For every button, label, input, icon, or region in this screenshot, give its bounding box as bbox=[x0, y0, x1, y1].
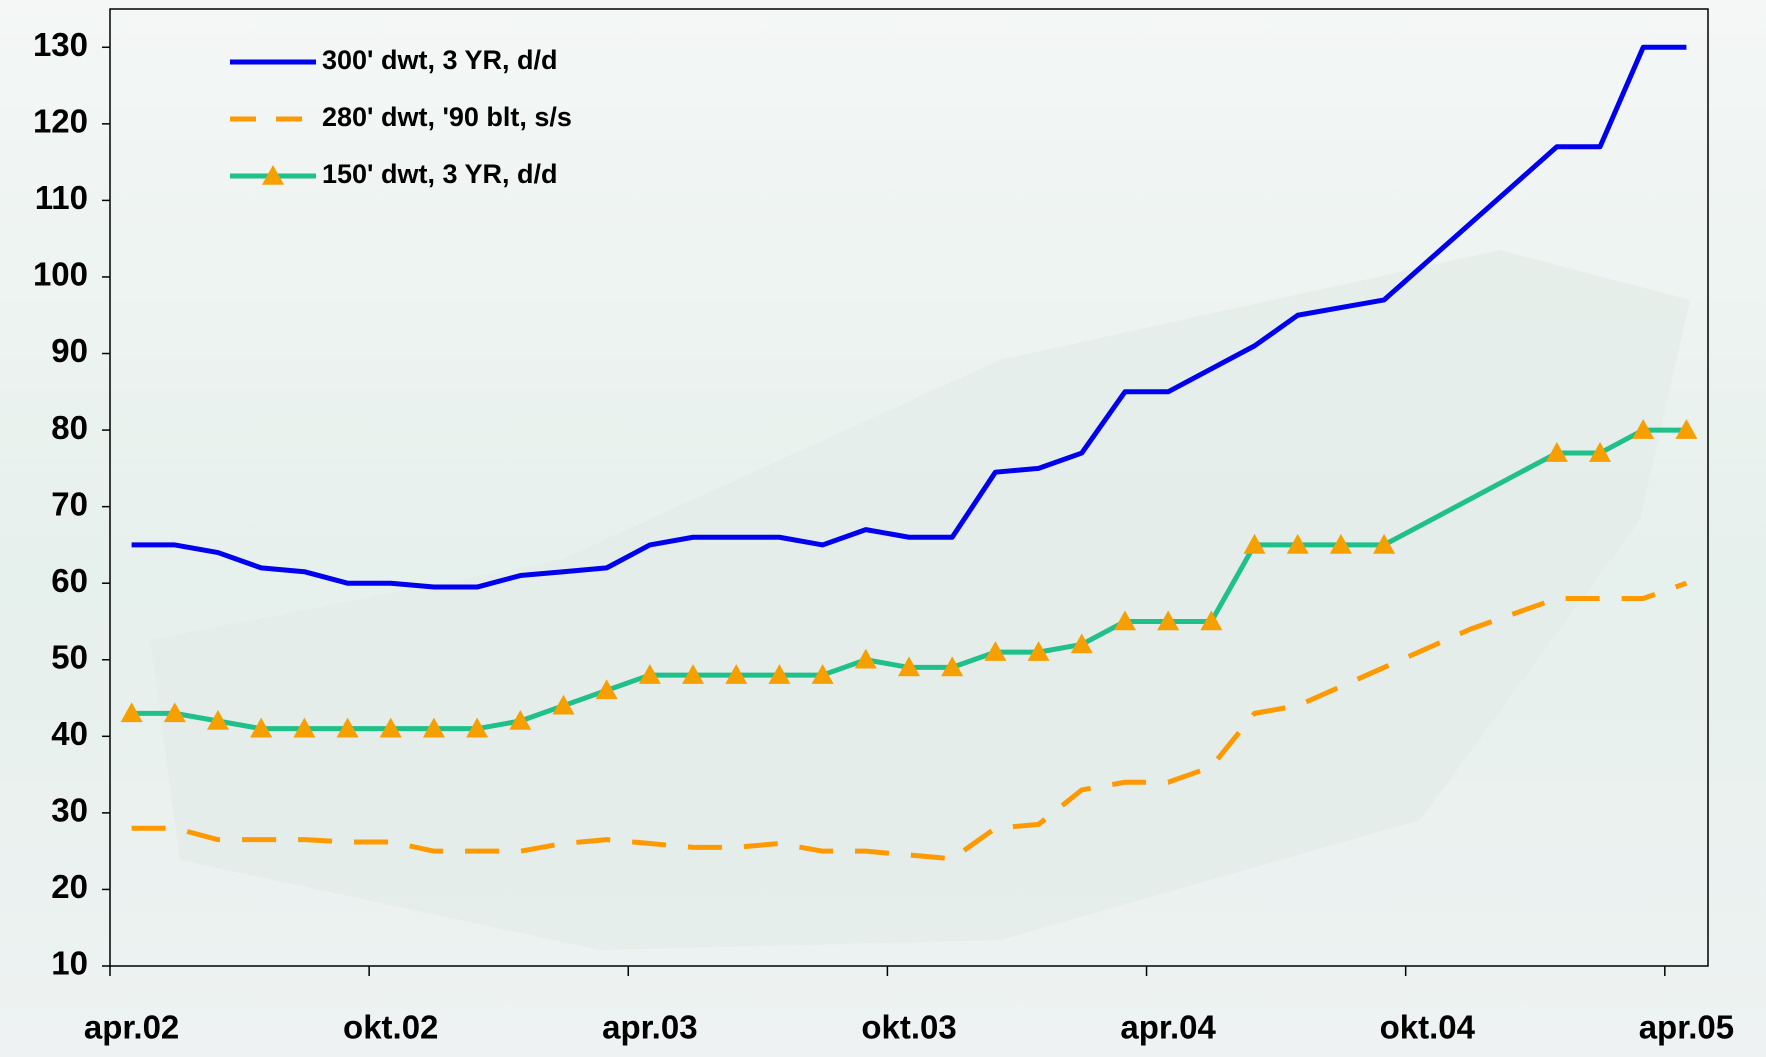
marker bbox=[1329, 533, 1352, 554]
x-tick-label: apr.05 bbox=[1639, 1009, 1734, 1046]
y-tick-label: 130 bbox=[33, 26, 88, 63]
series-line bbox=[131, 542, 1385, 732]
marker bbox=[941, 656, 964, 677]
marker bbox=[725, 664, 748, 684]
series-bridge bbox=[1382, 450, 1559, 548]
marker bbox=[379, 717, 402, 738]
marker bbox=[682, 664, 705, 684]
y-tick-label: 40 bbox=[51, 715, 88, 752]
marker bbox=[1675, 419, 1698, 439]
y-tick-label: 10 bbox=[51, 945, 88, 982]
marker bbox=[1070, 633, 1093, 654]
marker bbox=[1243, 533, 1266, 554]
marker bbox=[1589, 442, 1612, 462]
marker bbox=[898, 656, 920, 677]
x-tick-label: apr.04 bbox=[1120, 1009, 1216, 1046]
series-line bbox=[131, 580, 1688, 862]
series-line bbox=[1556, 427, 1687, 456]
x-tick-label: apr.03 bbox=[602, 1009, 697, 1046]
marker bbox=[1545, 442, 1568, 462]
y-tick-label: 80 bbox=[51, 409, 88, 446]
y-tick-label: 20 bbox=[51, 868, 88, 905]
marker bbox=[1373, 533, 1396, 554]
series-line bbox=[131, 44, 1687, 590]
marker bbox=[422, 717, 445, 738]
legend-label: 150' dwt, 3 YR, d/d bbox=[322, 159, 558, 189]
marker bbox=[1286, 533, 1309, 554]
y-tick-label: 60 bbox=[51, 562, 88, 599]
y-tick-label: 30 bbox=[51, 792, 88, 829]
y-tick-label: 110 bbox=[35, 179, 88, 216]
marker bbox=[638, 664, 661, 684]
marker bbox=[595, 679, 618, 700]
marker bbox=[984, 641, 1007, 661]
marker bbox=[466, 717, 489, 738]
marker bbox=[206, 710, 229, 730]
marker bbox=[1113, 610, 1136, 631]
ship-silhouette bbox=[150, 250, 1690, 950]
x-tick-label: okt.03 bbox=[861, 1009, 956, 1046]
marker bbox=[1200, 610, 1223, 631]
marker bbox=[509, 710, 532, 730]
marker bbox=[1157, 610, 1180, 631]
marker bbox=[336, 717, 359, 738]
legend-marker bbox=[262, 165, 284, 185]
marker bbox=[163, 702, 186, 723]
plot-frame bbox=[109, 8, 1709, 967]
y-tick-label: 100 bbox=[33, 256, 88, 293]
x-tick-label: apr.02 bbox=[84, 1009, 179, 1046]
y-tick-label: 70 bbox=[51, 485, 88, 522]
x-tick-label: okt.02 bbox=[343, 1009, 438, 1046]
marker bbox=[768, 664, 791, 684]
marker bbox=[1027, 641, 1050, 661]
marker bbox=[854, 648, 877, 669]
legend-label: 300' dwt, 3 YR, d/d bbox=[322, 45, 558, 75]
y-tick-label: 90 bbox=[51, 332, 88, 369]
marker bbox=[1632, 419, 1655, 439]
x-tick-label: okt.04 bbox=[1380, 1009, 1476, 1046]
marker bbox=[552, 694, 575, 715]
marker bbox=[811, 664, 834, 684]
legend-label: 280' dwt, '90 blt, s/s bbox=[322, 102, 572, 132]
y-tick-label: 50 bbox=[51, 638, 88, 675]
marker bbox=[250, 717, 273, 738]
marker bbox=[120, 702, 143, 723]
y-tick-label: 120 bbox=[33, 103, 88, 140]
marker bbox=[293, 717, 316, 738]
